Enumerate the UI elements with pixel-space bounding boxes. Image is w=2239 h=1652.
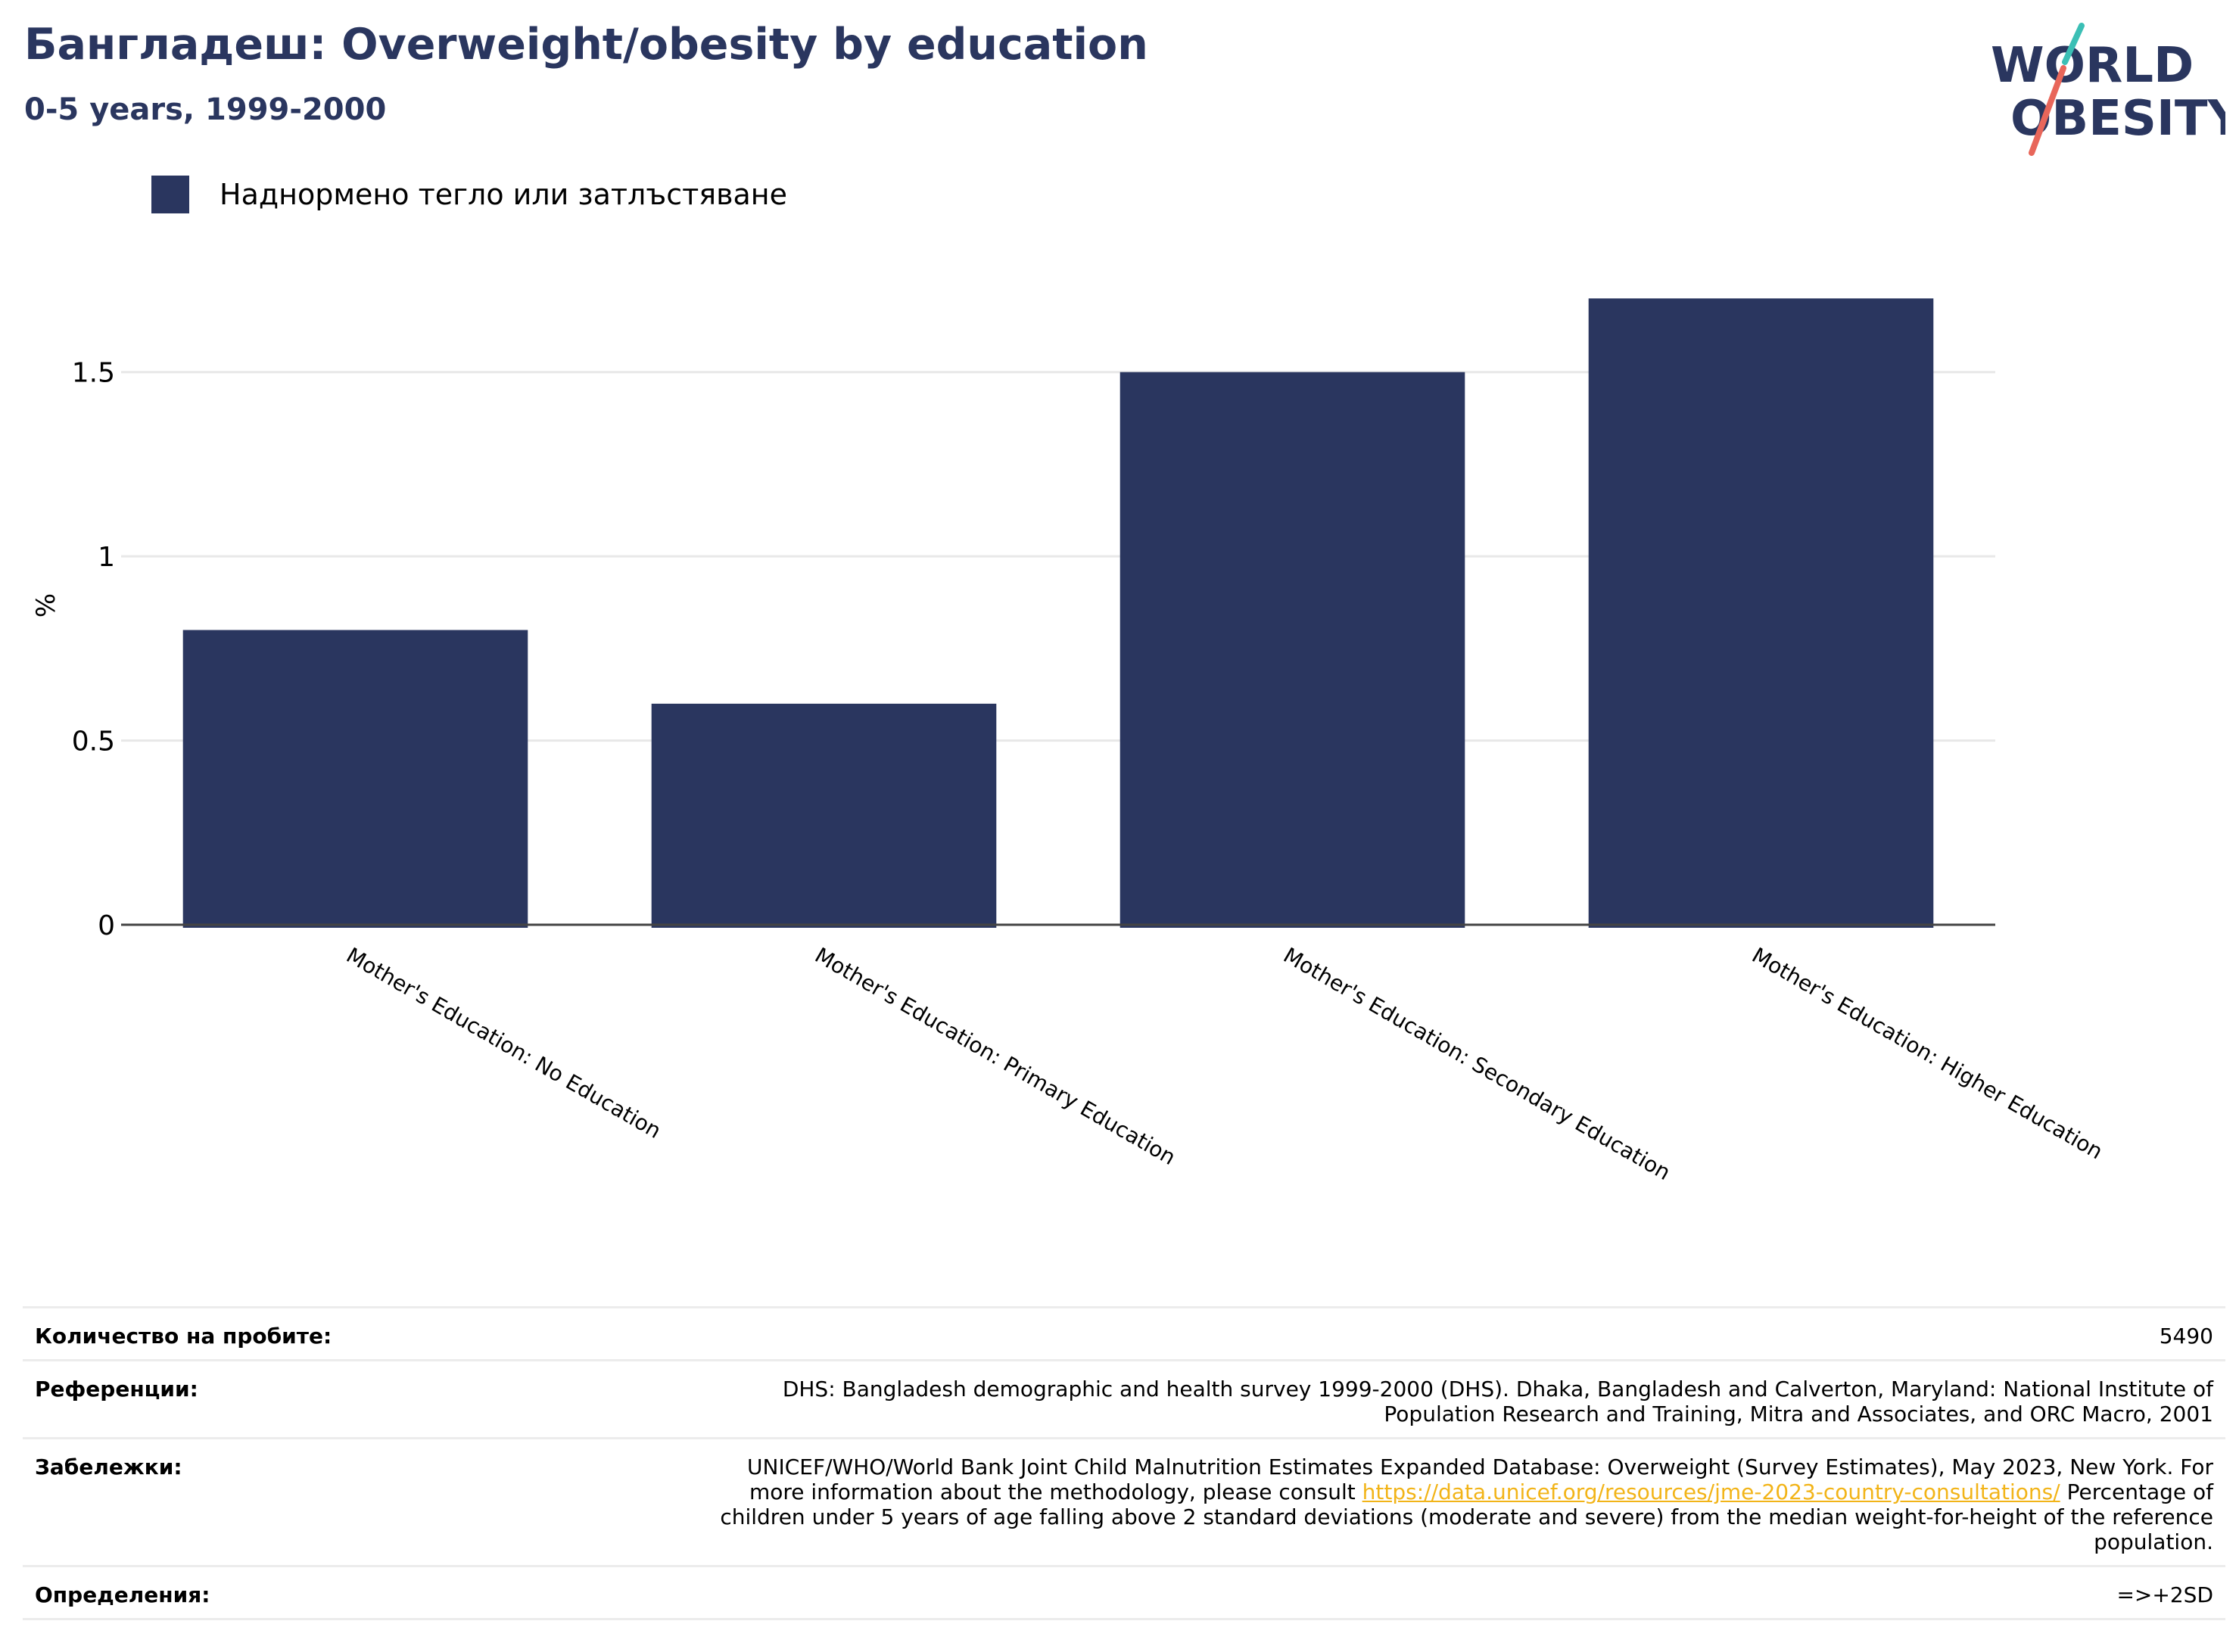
logo-slash-top — [2062, 23, 2085, 65]
notes-line-3: children under 5 years of age falling ab… — [720, 1504, 2213, 1529]
bar[interactable] — [1120, 372, 1465, 928]
x-tick-label: Mother's Education: No Education — [342, 942, 665, 1143]
bar[interactable] — [1588, 298, 1934, 928]
bar[interactable] — [182, 630, 528, 928]
y-tick-label: 1 — [98, 542, 115, 573]
x-tick-layer: Mother's Education: No Education Mother's… — [342, 942, 2107, 1185]
bar-chart: 0 0.5 1 1.5 Mother's Education: No Educatio… — [72, 298, 2107, 1185]
references-line-2: Population Research and Training, Mitra … — [1384, 1402, 2213, 1426]
notes-line-2-after: Percentage of — [2060, 1479, 2213, 1504]
notes-line-2-before: more information about the methodology, … — [749, 1479, 1362, 1504]
notes-line-2: more information about the methodology, … — [720, 1479, 2213, 1504]
sample-size-label: Количество на пробите: — [35, 1324, 332, 1349]
notes-line-1: UNICEF/WHO/World Bank Joint Child Malnut… — [747, 1454, 2213, 1479]
info-row-notes: Забележки: UNICEF/WHO/World Bank Joint C… — [23, 1437, 2225, 1565]
chart-subtitle: 0-5 years, 1999-2000 — [24, 92, 387, 127]
references-line-1: DHS: Bangladesh demographic and health s… — [782, 1377, 2213, 1402]
x-tick-label: Mother's Education: Higher Education — [1748, 942, 2107, 1164]
logo-slash-bottom — [2029, 65, 2066, 156]
references-value: DHS: Bangladesh demographic and health s… — [783, 1377, 2213, 1426]
info-row-references: Референции: DHS: Bangladesh demographic … — [23, 1359, 2225, 1437]
bar[interactable] — [651, 703, 997, 928]
sample-size-value: 5490 — [2159, 1324, 2213, 1349]
definitions-value: =>+2SD — [2116, 1582, 2213, 1607]
logo-text-world: WORLD — [1991, 38, 2194, 94]
y-tick-label: 0 — [98, 910, 115, 941]
bar-layer — [121, 298, 1995, 928]
x-tick-label: Mother's Education: Primary Education — [811, 942, 1180, 1170]
y-tick-layer: 0 0.5 1 1.5 — [72, 358, 115, 941]
references-label: Референции: — [35, 1377, 198, 1402]
definitions-label: Определения: — [35, 1582, 210, 1607]
world-obesity-logo: WORLD OBESITY — [1991, 23, 2225, 156]
legend-swatch — [151, 176, 189, 213]
notes-value: UNICEF/WHO/World Bank Joint Child Malnut… — [720, 1454, 2213, 1554]
notes-line-4: population. — [2094, 1529, 2213, 1554]
methodology-link[interactable]: https://data.unicef.org/resources/jme-20… — [1362, 1479, 2060, 1504]
info-row-sample-size: Количество на пробите: 5490 — [23, 1306, 2225, 1359]
x-tick-label: Mother's Education: Secondary Education — [1279, 942, 1674, 1185]
y-tick-label: 0.5 — [72, 726, 115, 758]
y-tick-label: 1.5 — [72, 358, 115, 389]
chart-title: Бангладеш: Overweight/obesity by educati… — [24, 20, 1148, 70]
chart-legend[interactable]: Наднормено тегло или затлъстяване — [151, 176, 787, 213]
notes-label: Забележки: — [35, 1454, 182, 1479]
info-row-definitions: Определения: =>+2SD — [23, 1565, 2225, 1620]
info-table: Количество на пробите: 5490 Референции: … — [23, 1306, 2225, 1620]
legend-label: Наднормено тегло или затлъстяване — [220, 178, 787, 211]
